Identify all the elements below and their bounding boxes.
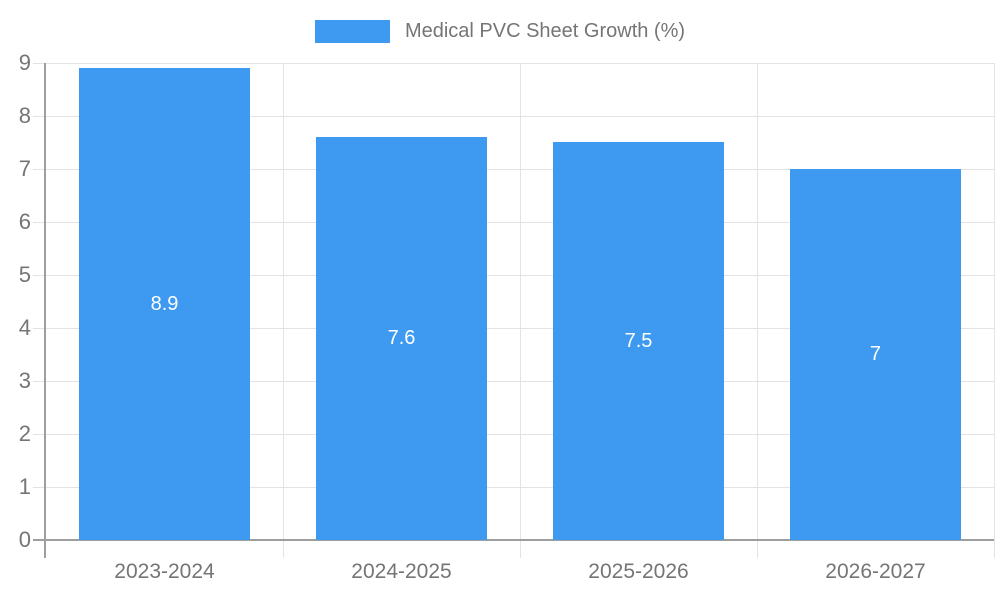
chart-legend: Medical PVC Sheet Growth (%) <box>0 20 1000 43</box>
y-tick-label: 2 <box>18 420 31 446</box>
category-gridline <box>283 62 284 540</box>
y-tick-label: 6 <box>18 208 31 234</box>
bar <box>316 136 487 540</box>
y-tick <box>33 327 46 329</box>
x-tick-label: 2024-2025 <box>351 560 452 583</box>
legend-label: Medical PVC Sheet Growth (%) <box>404 20 686 42</box>
x-axis-baseline <box>33 539 994 541</box>
y-tick <box>33 168 46 170</box>
y-tick <box>33 62 46 64</box>
x-tick <box>994 540 995 558</box>
y-tick <box>33 433 46 435</box>
x-tick-label: 2026-2027 <box>825 560 926 583</box>
y-tick <box>33 221 46 223</box>
bar-value-label: 7.6 <box>387 327 416 350</box>
y-tick-label: 3 <box>18 367 31 393</box>
y-axis-line <box>44 62 46 558</box>
y-tick-label: 9 <box>18 49 31 75</box>
x-tick-label: 2025-2026 <box>588 560 689 583</box>
bar-value-label: 7 <box>869 343 882 366</box>
y-tick-label: 5 <box>18 261 31 287</box>
y-tick-label: 8 <box>18 102 31 128</box>
bar-value-label: 8.9 <box>150 292 179 315</box>
y-tick <box>33 274 46 276</box>
category-gridline <box>757 62 758 540</box>
bar <box>79 67 250 540</box>
y-tick-label: 4 <box>18 314 31 340</box>
y-tick-label: 1 <box>18 473 31 499</box>
category-gridline <box>520 62 521 540</box>
y-tick-label: 0 <box>18 527 31 552</box>
bar <box>553 142 724 540</box>
y-tick <box>33 486 46 488</box>
y-tick <box>33 115 46 117</box>
x-tick <box>520 540 521 558</box>
x-tick <box>283 540 284 558</box>
bar <box>790 168 961 540</box>
x-tick <box>757 540 758 558</box>
y-tick <box>33 380 46 382</box>
y-tick-label: 7 <box>18 155 31 181</box>
legend-swatch <box>314 20 390 43</box>
bar-value-label: 7.5 <box>624 330 653 353</box>
x-tick-label: 2023-2024 <box>114 560 215 583</box>
category-gridline <box>994 62 995 540</box>
